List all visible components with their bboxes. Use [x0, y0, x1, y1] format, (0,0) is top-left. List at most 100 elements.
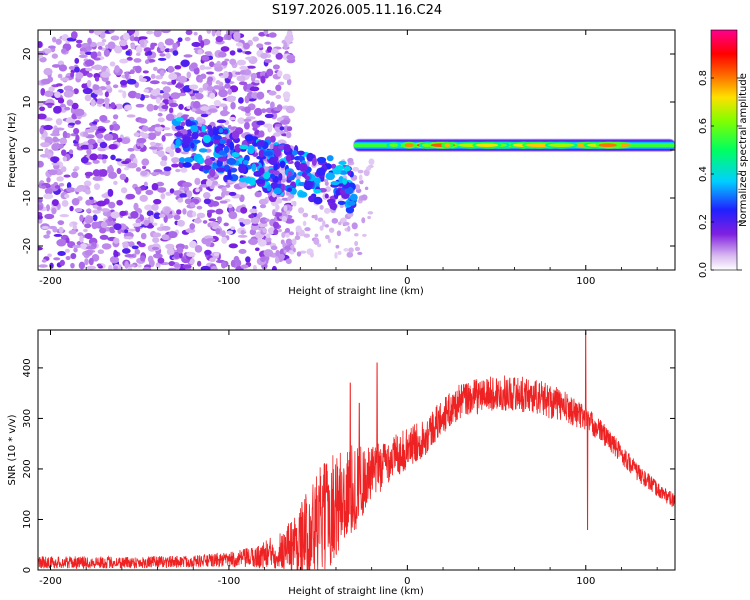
noise-blob	[92, 159, 100, 164]
colorbar-frame	[710, 29, 738, 271]
noise-blob	[51, 143, 60, 151]
noise-blob	[289, 250, 295, 255]
noise-blob	[157, 117, 165, 123]
noise-blob	[202, 220, 208, 224]
noise-blob	[215, 208, 224, 215]
noise-blob	[52, 227, 58, 233]
noise-blob	[190, 62, 198, 69]
noise-blob	[41, 225, 50, 230]
noise-blob	[270, 48, 279, 55]
onset-blob	[218, 150, 226, 156]
peak-segment	[404, 143, 414, 147]
noise-blob	[121, 248, 131, 254]
noise-blob	[196, 212, 206, 219]
noise-blob	[222, 190, 231, 196]
noise-blob	[182, 181, 193, 188]
noise-blob	[133, 132, 140, 137]
onset-blob	[229, 174, 239, 182]
noise-blob	[353, 233, 359, 237]
noise-blob	[73, 247, 78, 253]
noise-blob	[74, 208, 83, 213]
noise-blob	[126, 56, 133, 61]
onset-blob	[273, 155, 279, 162]
colorbar-label: Normalized spectral amplitude	[738, 73, 749, 227]
x-tick-label: -100	[218, 276, 241, 287]
noise-blob	[246, 185, 253, 189]
onset-blob	[283, 144, 291, 153]
noise-blob	[255, 247, 260, 252]
noise-blob	[53, 257, 61, 261]
noise-blob	[200, 113, 209, 118]
noise-blob	[88, 30, 95, 34]
noise-blob	[99, 227, 107, 234]
noise-blob	[45, 102, 55, 106]
onset-blob	[346, 200, 356, 206]
noise-blob	[174, 65, 182, 70]
noise-blob	[78, 54, 88, 58]
noise-blob	[230, 259, 236, 268]
peak-segment	[444, 143, 451, 147]
noise-blob	[192, 90, 200, 94]
noise-blob	[127, 162, 138, 169]
onset-blob	[325, 172, 336, 181]
noise-blob	[272, 64, 280, 70]
noise-blob	[153, 169, 163, 173]
noise-blob	[229, 58, 237, 65]
noise-blob	[124, 254, 135, 258]
onset-blob	[338, 160, 347, 166]
noise-blob	[84, 223, 92, 229]
onset-blob	[335, 165, 345, 171]
noise-blob	[281, 175, 286, 180]
noise-blob	[112, 84, 119, 89]
noise-blob	[39, 106, 46, 112]
noise-blob	[113, 265, 118, 270]
noise-blob	[151, 203, 159, 211]
noise-blob	[252, 36, 259, 42]
noise-blob	[206, 71, 214, 75]
noise-blob	[245, 256, 251, 263]
noise-blob	[161, 135, 166, 142]
noise-blob	[158, 57, 167, 61]
y-tick-label: -10	[22, 190, 33, 206]
noise-blob	[359, 179, 364, 185]
noise-blob	[339, 217, 346, 224]
noise-blob	[149, 141, 157, 146]
onset-blob	[313, 189, 322, 194]
onset-blob	[174, 132, 184, 137]
noise-blob	[39, 127, 44, 135]
noise-blob	[219, 200, 228, 204]
noise-blob	[151, 246, 160, 251]
onset-blob	[288, 176, 295, 181]
noise-blob	[203, 66, 212, 70]
noise-blob	[135, 186, 142, 195]
noise-blob	[137, 264, 142, 268]
noise-blob	[352, 166, 360, 172]
noise-blob	[47, 253, 52, 258]
noise-blob	[192, 211, 197, 217]
noise-blob	[285, 258, 292, 265]
noise-blob	[119, 58, 129, 64]
noise-blob	[284, 218, 295, 224]
noise-blob	[152, 104, 159, 111]
snr-content	[38, 332, 675, 570]
noise-blob	[83, 180, 92, 187]
noise-blob	[142, 125, 149, 132]
noise-blob	[226, 230, 234, 235]
noise-blob	[89, 196, 94, 200]
noise-blob	[87, 37, 92, 46]
noise-blob	[54, 168, 64, 176]
noise-blob	[130, 43, 136, 50]
noise-blob	[163, 132, 173, 137]
noise-blob	[201, 55, 210, 61]
noise-blob	[285, 131, 292, 139]
onset-blob	[255, 178, 266, 185]
noise-blob	[77, 232, 84, 237]
noise-blob	[119, 173, 127, 181]
noise-blob	[146, 50, 153, 56]
y-tick-label: 100	[22, 510, 33, 529]
onset-blob	[343, 166, 351, 172]
noise-blob	[354, 240, 359, 247]
noise-blob	[324, 224, 329, 228]
noise-blob	[133, 58, 142, 63]
noise-blob	[116, 199, 123, 206]
